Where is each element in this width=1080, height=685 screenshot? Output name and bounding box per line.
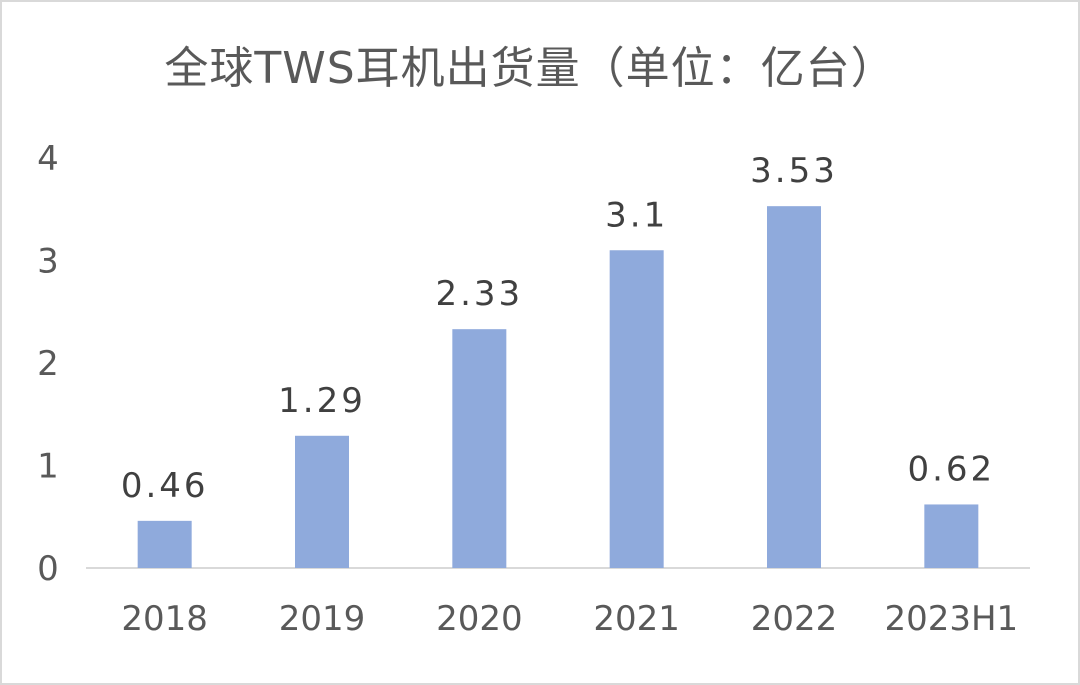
x-tick-label-2020: 2020 [436,599,523,639]
x-axis-ticks: 2018 2019 2020 2021 2022 2023H1 [121,599,1018,639]
bar-2020 [452,329,507,568]
y-tick-label-1: 1 [37,447,59,487]
y-tick-label-3: 3 [37,242,59,282]
bars [137,206,979,569]
chart-title: 全球TWS耳机出货量（单位：亿台） [164,43,896,94]
y-tick-label-0: 0 [37,549,59,589]
data-label-2020: 2.33 [435,274,523,314]
bar-2023H1 [924,504,979,568]
y-tick-label-2: 2 [37,344,59,384]
data-label-2022: 3.53 [750,151,838,191]
data-label-2021: 3.1 [605,195,668,235]
x-tick-label-2023H1: 2023H1 [884,599,1018,639]
data-labels: 0.46 1.29 2.33 3.1 3.53 0.62 [121,151,995,506]
x-tick-label-2018: 2018 [121,599,208,639]
bar-2021 [609,250,664,568]
y-axis-ticks: 0 1 2 3 4 [37,139,59,589]
x-tick-label-2022: 2022 [751,599,838,639]
bar-2019 [295,435,349,568]
data-label-2019: 1.29 [278,381,366,421]
x-tick-label-2021: 2021 [593,599,680,639]
bar-2022 [767,206,821,569]
bar-2018 [137,520,192,568]
x-tick-label-2019: 2019 [279,599,366,639]
data-label-2018: 0.46 [121,466,209,506]
data-label-2023H1: 0.62 [907,449,995,489]
y-tick-label-4: 4 [37,139,59,179]
